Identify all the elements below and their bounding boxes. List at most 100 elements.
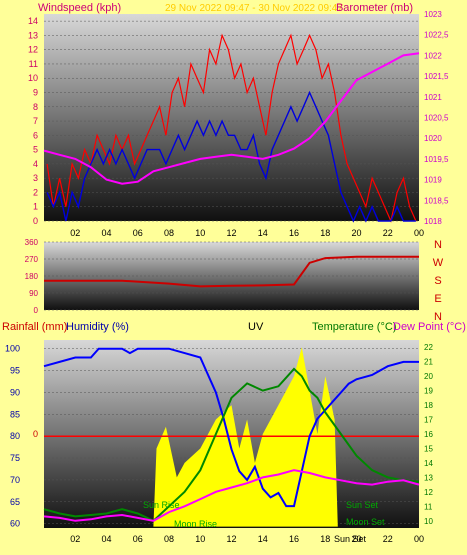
x-tick-label: 12 — [226, 228, 236, 238]
barometer-tick-label: 1020,5 — [424, 114, 449, 123]
barometer-tick-label: 1021 — [424, 93, 442, 102]
x-tick-label: 04 — [101, 534, 111, 544]
barometer-tick-label: 1020 — [424, 134, 442, 143]
wind-direction-line — [44, 255, 419, 288]
climate-x-axis: 02 04 06 08 10 12 14 16 18 20 22 00 — [70, 534, 424, 544]
windspeed-title: Windspeed (kph) — [38, 2, 121, 14]
temperature-label: Temperature (°C) — [312, 321, 396, 333]
date-range-text: 29 Nov 2022 09:47 - 30 Nov 2022 09:47 — [165, 3, 343, 14]
wind-tick-label: 9 — [33, 88, 38, 98]
x-tick-label: 14 — [258, 228, 268, 238]
barometer-tick-label: 1022,5 — [424, 31, 449, 40]
x-tick-label: 08 — [164, 534, 174, 544]
wind-panel: Windspeed (kph) 29 Nov 2022 09:47 - 30 N… — [28, 2, 449, 226]
wind-tick-label: 2 — [33, 187, 38, 197]
humidity-y-axis: 60 65 70 75 80 85 90 95 100 — [5, 344, 20, 529]
x-tick-label: 10 — [195, 534, 205, 544]
barometer-y-axis: 1018 1018,5 1019 1019,5 1020 1020,5 1021 1021,5… — [424, 10, 449, 226]
humidity-line — [43, 347, 419, 508]
moonrise-annotation: Moon Rise — [174, 519, 217, 529]
wind-tick-label: 13 — [28, 30, 38, 40]
temperature-tick-label: 10 — [424, 517, 433, 526]
humidity-tick-label: 65 — [10, 497, 20, 507]
x-tick-label: 00 — [414, 228, 424, 238]
x-tick-label: 20 — [351, 534, 361, 544]
temperature-tick-label: 15 — [424, 444, 433, 453]
uv-label: UV — [248, 321, 264, 333]
humidity-tick-label: 60 — [10, 519, 20, 529]
compass-label: E — [434, 293, 441, 305]
barometer-tick-label: 1023 — [424, 10, 442, 19]
direction-tick-label: 360 — [25, 238, 39, 247]
barometer-tick-label: 1022 — [424, 51, 442, 60]
wind-tick-label: 7 — [33, 116, 38, 126]
temperature-tick-label: 12 — [424, 488, 433, 497]
wind-tick-label: 5 — [33, 145, 38, 155]
climate-panel: Rainfall (mm) Humidity (%) UV Temperatur… — [2, 321, 466, 544]
wind-plot-area — [44, 14, 419, 221]
sunset-annotation-2: Sun Set — [334, 534, 367, 544]
x-tick-label: 00 — [414, 534, 424, 544]
x-tick-label: 02 — [70, 534, 80, 544]
temperature-tick-label: 18 — [424, 401, 433, 410]
direction-grid — [44, 241, 419, 311]
temperature-tick-label: 13 — [424, 473, 433, 482]
direction-y-axis: 0 90 180 270 360 — [25, 238, 39, 315]
temperature-y-axis: 10 11 12 13 14 15 16 17 18 19 20 21 22 — [424, 343, 433, 526]
x-tick-label: 06 — [133, 228, 143, 238]
compass-label: W — [433, 257, 444, 269]
direction-tick-label: 0 — [34, 306, 39, 315]
rainfall-label: Rainfall (mm) — [2, 321, 67, 333]
moonset-annotation: Moon Set — [346, 517, 385, 527]
barometer-tick-label: 1018,5 — [424, 196, 449, 205]
x-tick-label: 20 — [351, 228, 361, 238]
x-tick-label: 06 — [133, 534, 143, 544]
compass-label: N — [434, 239, 442, 251]
temperature-tick-label: 20 — [424, 372, 433, 381]
wind-gust-line — [46, 33, 417, 223]
x-tick-label: 08 — [164, 228, 174, 238]
barometer-line — [43, 52, 420, 185]
sunset-annotation: Sun Set — [346, 500, 379, 510]
x-tick-label: 02 — [70, 228, 80, 238]
temperature-tick-label: 16 — [424, 430, 433, 439]
x-tick-label: 10 — [195, 228, 205, 238]
wind-tick-label: 1 — [33, 202, 38, 212]
humidity-tick-label: 85 — [10, 409, 20, 419]
wind-tick-label: 12 — [28, 45, 38, 55]
x-tick-label: 18 — [320, 534, 330, 544]
x-tick-label: 04 — [101, 228, 111, 238]
direction-tick-label: 270 — [25, 255, 39, 264]
dew-point-label: Dew Point (°C) — [393, 321, 466, 333]
barometer-tick-label: 1018 — [424, 217, 442, 226]
humidity-tick-label: 70 — [10, 475, 20, 485]
x-tick-label: 12 — [226, 534, 236, 544]
temperature-tick-label: 17 — [424, 416, 433, 425]
barometer-tick-label: 1021,5 — [424, 72, 449, 81]
compass-label: N — [434, 311, 442, 323]
temperature-tick-label: 22 — [424, 343, 433, 352]
wind-grid — [44, 20, 419, 222]
wind-tick-label: 0 — [33, 216, 38, 226]
x-tick-label: 22 — [383, 228, 393, 238]
direction-tick-label: 180 — [25, 272, 39, 281]
wind-tick-label: 14 — [28, 16, 38, 26]
humidity-tick-label: 80 — [10, 431, 20, 441]
sunrise-annotation: Sun Rise — [143, 500, 180, 510]
wind-tick-label: 11 — [29, 59, 38, 69]
wind-tick-label: 10 — [28, 73, 38, 83]
humidity-tick-label: 75 — [10, 453, 20, 463]
wind-tick-label: 8 — [33, 102, 38, 112]
barometer-tick-label: 1019 — [424, 176, 442, 185]
x-tick-label: 16 — [289, 534, 299, 544]
barometer-tick-label: 1019,5 — [424, 155, 449, 164]
temperature-tick-label: 21 — [424, 358, 433, 367]
humidity-tick-label: 95 — [10, 366, 20, 376]
wind-tick-label: 4 — [33, 159, 38, 169]
humidity-label: Humidity (%) — [66, 321, 129, 333]
compass-label: S — [434, 275, 441, 287]
